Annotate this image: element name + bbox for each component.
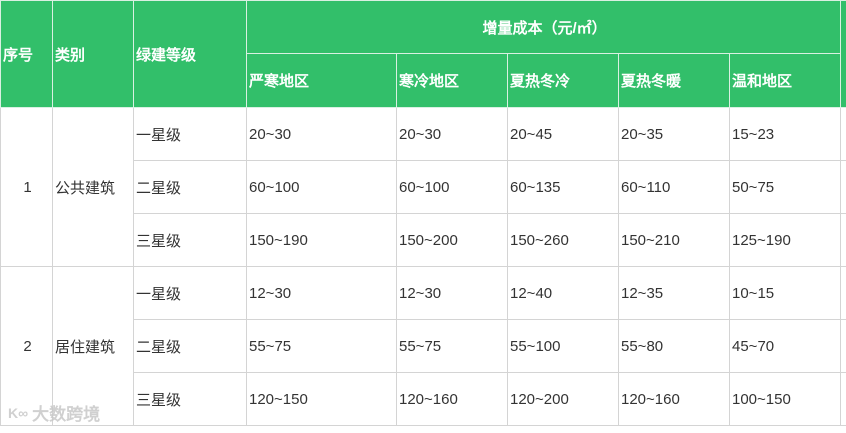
header-cutoff <box>840 0 846 108</box>
cost-cell: 55~80 <box>618 319 730 373</box>
table-row: 2 居住建筑 一星级 12~30 12~30 12~40 12~35 10~15 <box>0 266 846 426</box>
cost-cell: 60~100 <box>396 160 508 214</box>
row-level: 三星级 <box>133 213 247 267</box>
table-row: 1 公共建筑 一星级 20~30 20~30 20~45 20~35 15~23 <box>0 107 846 267</box>
row-level: 二星级 <box>133 319 247 373</box>
header-level: 绿建等级 <box>133 0 247 108</box>
cutoff-cell <box>840 266 846 320</box>
table-row: 三星级 150~190 150~200 150~260 150~210 125~190 <box>1 213 846 267</box>
watermark: K∞ 大数跨境 <box>8 400 100 425</box>
row-index: 2 <box>0 266 53 426</box>
header-region: 严寒地区 <box>246 53 397 108</box>
header-region: 夏热冬冷 <box>507 53 619 108</box>
cost-cell: 12~40 <box>507 266 619 320</box>
header-cost-group: 增量成本（元/㎡） <box>245 0 842 54</box>
cost-cell: 20~35 <box>618 107 730 161</box>
cost-cell: 150~210 <box>618 213 730 267</box>
cost-cell: 12~30 <box>246 266 397 320</box>
row-level: 一星级 <box>133 107 247 161</box>
cost-cell: 150~200 <box>396 213 508 267</box>
table-row: 二星级 55~75 55~75 55~100 55~80 45~70 <box>1 319 846 373</box>
cost-cell: 20~30 <box>246 107 397 161</box>
cutoff-cell <box>840 319 846 373</box>
row-category: 居住建筑 <box>52 266 134 426</box>
cost-cell: 20~45 <box>507 107 619 161</box>
cost-cell: 60~110 <box>618 160 730 214</box>
cost-cell: 20~30 <box>396 107 508 161</box>
cost-cell: 120~150 <box>246 372 397 426</box>
cost-cell: 150~260 <box>507 213 619 267</box>
cost-cell: 55~75 <box>396 319 508 373</box>
cost-cell: 120~160 <box>396 372 508 426</box>
row-level: 二星级 <box>133 160 247 214</box>
cost-cell: 55~75 <box>246 319 397 373</box>
cost-cell: 100~150 <box>728 372 842 426</box>
cost-cell: 150~190 <box>246 213 397 267</box>
cutoff-cell <box>840 372 846 426</box>
header-region: 寒冷地区 <box>396 53 508 108</box>
cost-cell: 60~100 <box>246 160 397 214</box>
header-region: 温和地区 <box>728 53 842 108</box>
cost-cell: 125~190 <box>728 213 842 267</box>
cutoff-cell <box>840 160 846 214</box>
cost-cell: 15~23 <box>728 107 842 161</box>
row-level: 一星级 <box>133 266 247 320</box>
header-category: 类别 <box>52 0 134 108</box>
cost-cell: 12~30 <box>396 266 508 320</box>
cost-cell: 120~160 <box>618 372 730 426</box>
table-row: 二星级 60~100 60~100 60~135 60~110 50~75 <box>1 160 846 214</box>
header-index: 序号 <box>0 0 53 108</box>
header-region: 夏热冬暖 <box>618 53 730 108</box>
row-level: 三星级 <box>133 372 247 426</box>
row-category: 公共建筑 <box>52 107 134 267</box>
cutoff-cell <box>840 213 846 267</box>
cost-cell: 120~200 <box>507 372 619 426</box>
cost-cell: 45~70 <box>728 319 842 373</box>
cost-cell: 55~100 <box>507 319 619 373</box>
cost-cell: 10~15 <box>728 266 842 320</box>
watermark-text: 大数跨境 <box>32 405 101 424</box>
row-index: 1 <box>0 107 53 267</box>
cost-cell: 60~135 <box>507 160 619 214</box>
watermark-logo-icon: K∞ <box>8 404 29 421</box>
table-row: 三星级 120~150 120~160 120~200 120~160 100~150 <box>1 372 846 426</box>
cost-cell: 50~75 <box>728 160 842 214</box>
cutoff-cell <box>840 107 846 161</box>
cost-cell: 12~35 <box>618 266 730 320</box>
